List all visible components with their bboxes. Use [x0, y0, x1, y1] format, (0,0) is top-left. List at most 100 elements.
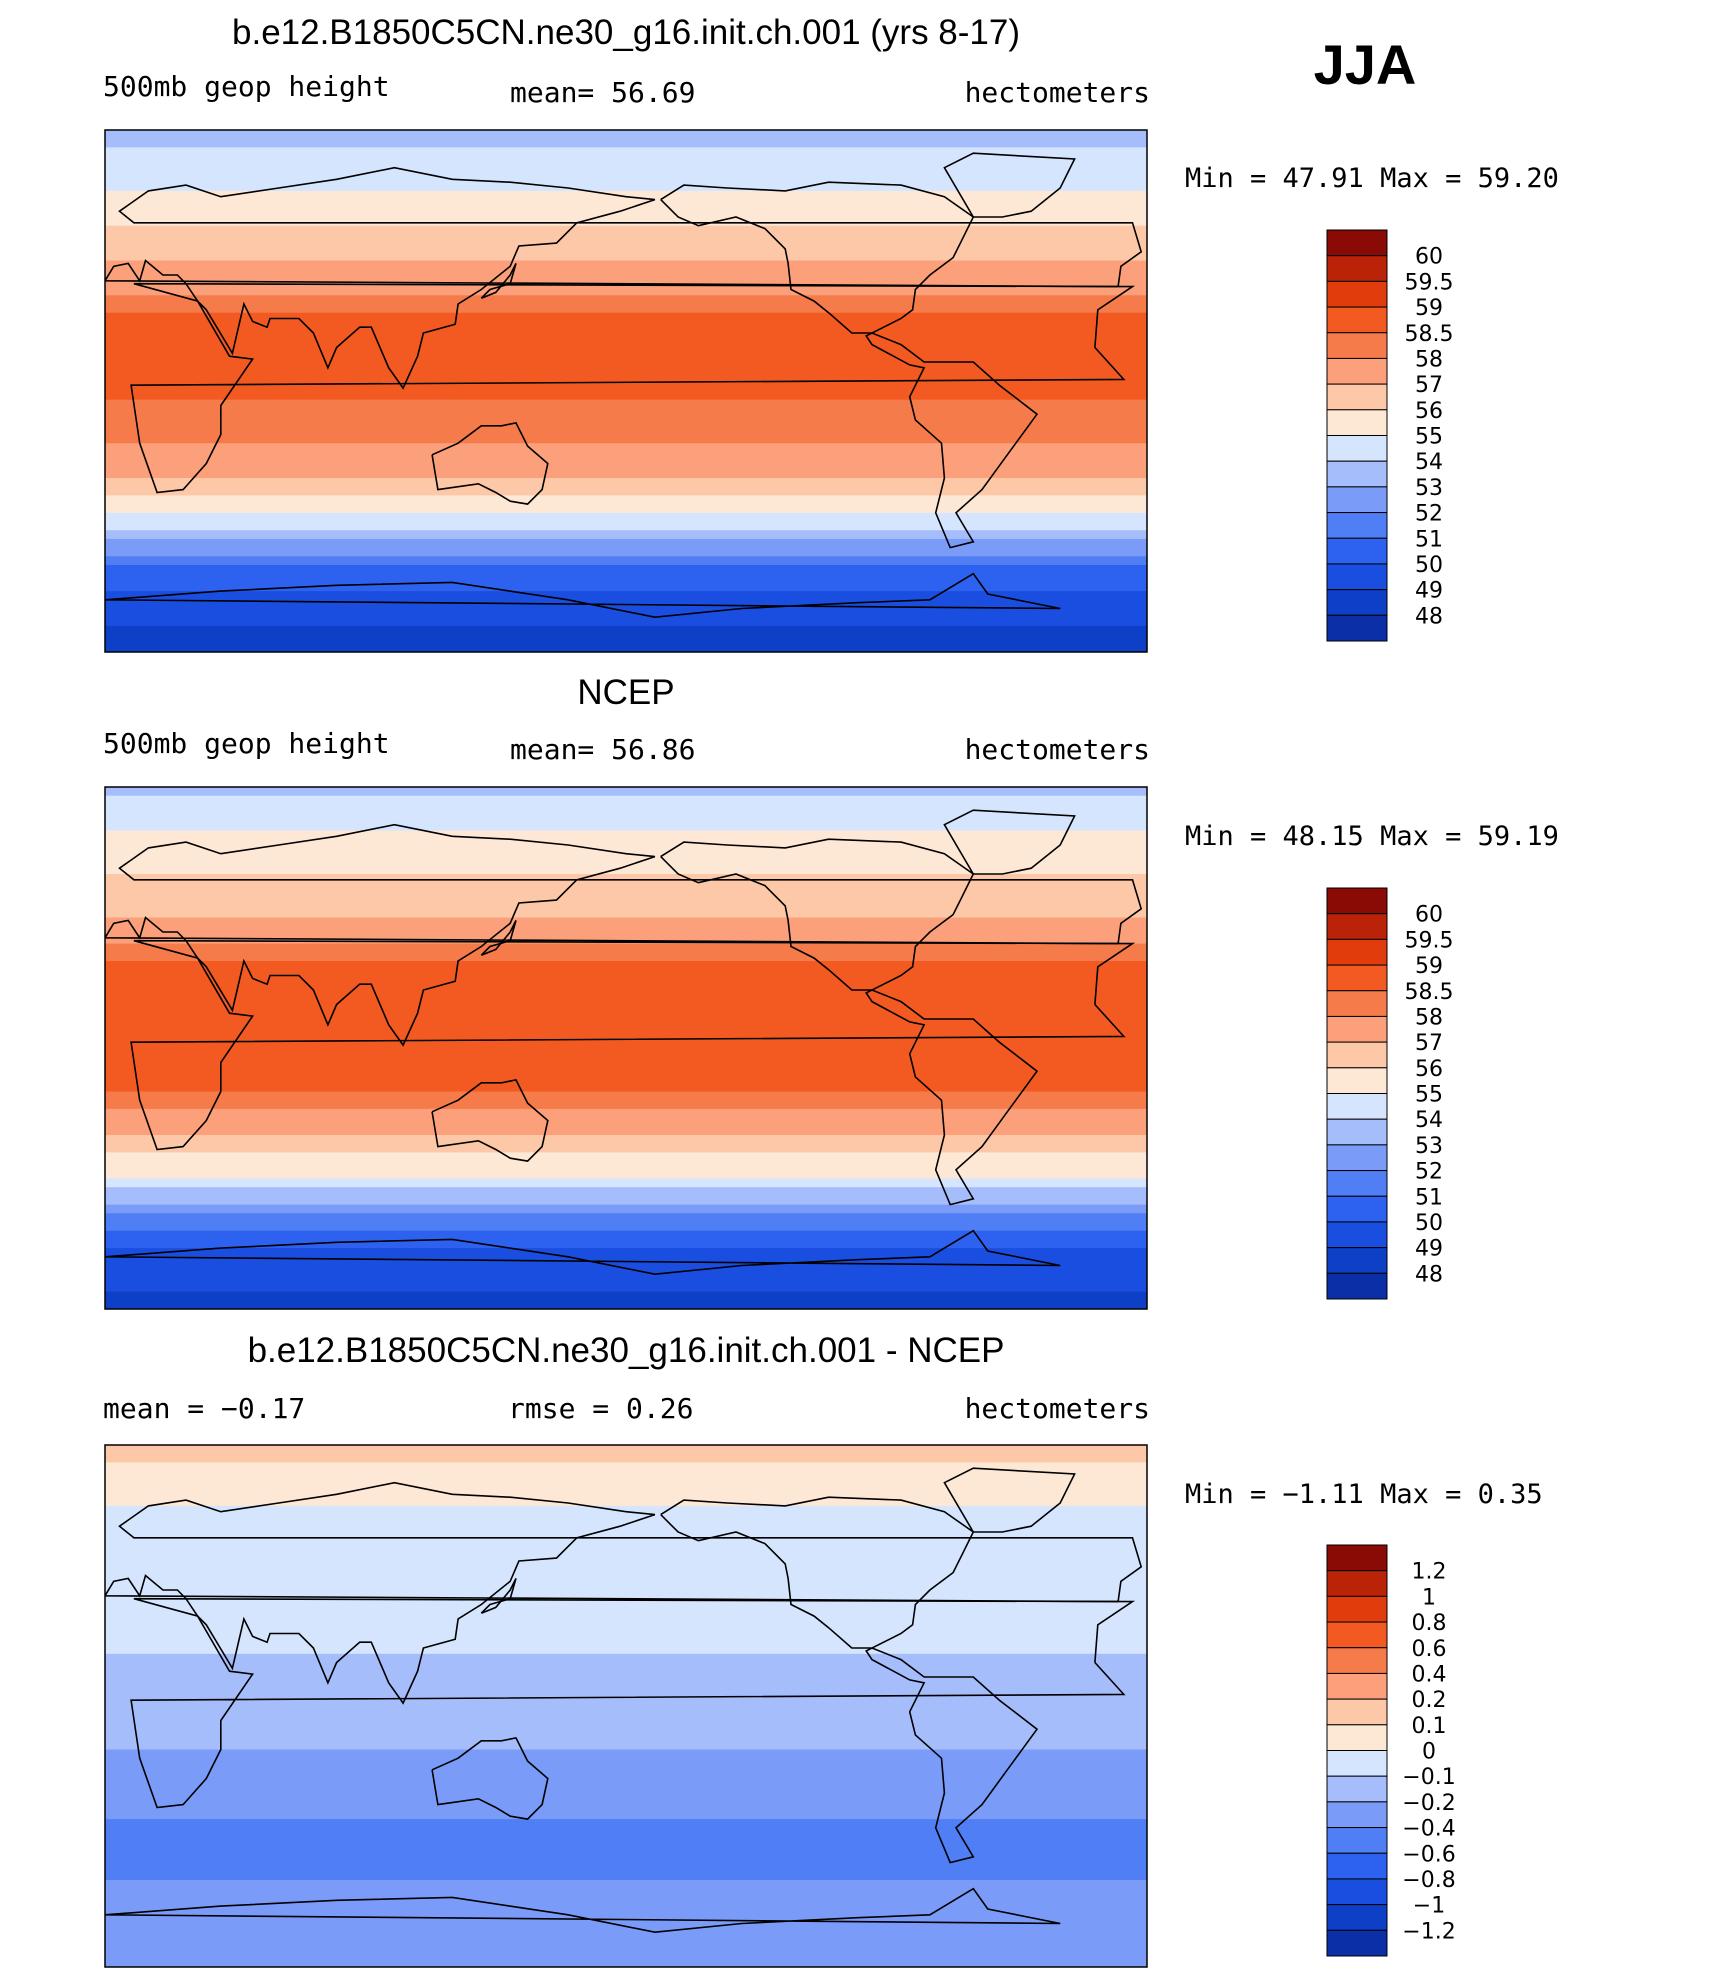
- contour-band: [105, 1126, 1147, 1136]
- contour-band: [105, 1880, 1147, 1890]
- colorbar-tick-label: 55: [1415, 1083, 1443, 1108]
- contour-band: [105, 1871, 1147, 1881]
- panel-model: b.e12.B1850C5CN.ne30_g16.init.ch.001 (yr…: [103, 13, 1559, 653]
- contour-band: [105, 1462, 1147, 1472]
- contour-band: [105, 821, 1147, 832]
- contour-band: [105, 1601, 1147, 1611]
- contour-band: [105, 1758, 1147, 1768]
- variable-label: 500mb geop height: [103, 70, 390, 103]
- coastline-segment: [943, 809, 1076, 875]
- contour-band: [105, 1706, 1147, 1716]
- colorbar-swatch: [1326, 1827, 1388, 1854]
- colorbar-swatch: [1326, 1595, 1388, 1623]
- contour-band: [105, 1488, 1147, 1498]
- coastline-segment: [943, 1467, 1076, 1533]
- colorbar-swatch: [1326, 1801, 1388, 1829]
- coastline: [105, 1467, 1143, 1934]
- contour-band: [105, 277, 1147, 288]
- contour-band: [105, 164, 1147, 175]
- contour-band: [105, 425, 1147, 436]
- contour-band: [105, 573, 1147, 583]
- minmax-label: Min = 48.15 Max = 59.19: [1185, 821, 1559, 852]
- colorbar-tick-label: 59: [1415, 296, 1443, 321]
- coastline-segment: [105, 1887, 1061, 1934]
- contour-band: [105, 1108, 1147, 1119]
- map-frame: [104, 129, 1148, 653]
- contour-band: [105, 243, 1147, 253]
- contour-band: [105, 1187, 1147, 1197]
- contour-band: [105, 1801, 1147, 1811]
- colorbar-swatch: [1326, 1544, 1388, 1572]
- colorbar-swatch: [1326, 1272, 1388, 1300]
- contour-band: [105, 260, 1147, 270]
- colorbar-swatch: [1326, 1118, 1388, 1146]
- contour-band: [105, 1161, 1147, 1171]
- contour-band: [105, 1610, 1147, 1620]
- contour-band: [105, 908, 1147, 919]
- minmax-label: Min = 47.91 Max = 59.20: [1185, 163, 1559, 194]
- contour-band: [105, 1645, 1147, 1655]
- contour-band: [105, 1749, 1147, 1759]
- contour-band: [105, 1766, 1147, 1777]
- contour-band: [105, 1152, 1147, 1162]
- contour-band: [105, 1030, 1147, 1040]
- colorbar-tick-label: 52: [1415, 502, 1443, 527]
- colorbar-swatch: [1326, 357, 1388, 385]
- colorbar-swatch: [1326, 1647, 1388, 1674]
- colorbar-tick-label: 59.5: [1405, 270, 1454, 295]
- contour-band: [105, 1239, 1147, 1249]
- contour-band: [105, 373, 1147, 383]
- contour-band: [105, 847, 1147, 858]
- colorbar-swatch: [1326, 887, 1388, 915]
- coastline-segment: [943, 152, 1076, 218]
- contour-band: [105, 1523, 1147, 1533]
- colorbar-swatch: [1326, 563, 1388, 591]
- contour-band: [105, 1888, 1147, 1898]
- colorbar-tick-label: 52: [1415, 1160, 1443, 1185]
- contour-band: [105, 217, 1147, 227]
- contour-band: [105, 1004, 1147, 1014]
- panel-ncep: NCEP 500mb geop height mean= 56.86 hecto…: [103, 673, 1559, 1310]
- coastline-segment: [105, 166, 1143, 390]
- colorbar-tick-label: 58: [1415, 347, 1443, 372]
- colorbar-tick-label: −0.1: [1402, 1765, 1455, 1790]
- colorbar-swatch: [1326, 229, 1388, 257]
- contour-band: [105, 304, 1147, 314]
- mean-label: mean= 56.86: [510, 733, 695, 766]
- panel-title: b.e12.B1850C5CN.ne30_g16.init.ch.001 (yr…: [232, 13, 1020, 52]
- colorbar-tick-label: 51: [1415, 1185, 1443, 1210]
- contour-band: [105, 1775, 1147, 1785]
- contour-band: [105, 1688, 1147, 1698]
- colorbar-tick-label: 59: [1415, 954, 1443, 979]
- contour-band: [105, 138, 1147, 148]
- contour-band: [105, 1819, 1147, 1829]
- colorbar-swatch: [1326, 537, 1388, 565]
- contour-band: [105, 1584, 1147, 1594]
- contour-band: [105, 1039, 1147, 1049]
- colorbar-swatch: [1326, 255, 1388, 282]
- contour-band: [105, 1575, 1147, 1585]
- contour-fill: [105, 130, 1147, 652]
- contour-band: [105, 891, 1147, 901]
- contour-band: [105, 934, 1147, 945]
- colorbar-swatch: [1326, 1904, 1388, 1931]
- contour-band: [105, 1793, 1147, 1803]
- contour-band: [105, 1653, 1147, 1664]
- colorbar-swatch: [1326, 1878, 1388, 1906]
- contour-band: [105, 1697, 1147, 1707]
- contour-band: [105, 460, 1147, 470]
- colorbar-swatch: [1326, 1015, 1388, 1043]
- colorbar-swatch: [1326, 332, 1388, 359]
- contour-band: [105, 469, 1147, 479]
- contour-band: [105, 321, 1147, 331]
- coastline-segment: [660, 181, 1039, 549]
- coastline-segment: [431, 1736, 549, 1820]
- contour-band: [105, 234, 1147, 244]
- colorbar-tick-label: 51: [1415, 527, 1443, 552]
- coastline: [105, 809, 1143, 1276]
- contour-band: [105, 1497, 1147, 1507]
- colorbar-tick-label: 55: [1415, 425, 1443, 450]
- contour-band: [105, 995, 1147, 1006]
- map-frame: [104, 1444, 1148, 1968]
